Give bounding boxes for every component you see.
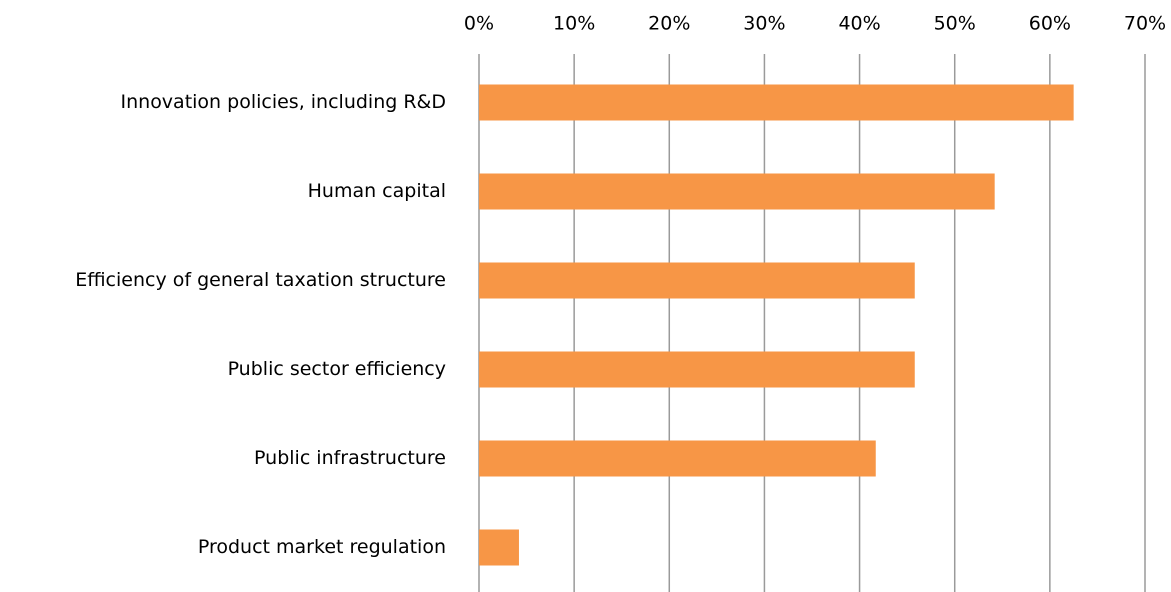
y-tick-label: Innovation policies, including R&D — [121, 91, 447, 113]
y-tick-label: Efficiency of general taxation structure — [75, 269, 446, 291]
bar — [479, 173, 995, 210]
x-tick-label: 0% — [464, 13, 494, 35]
x-tick-label: 60% — [1029, 13, 1071, 35]
x-tick-label: 40% — [838, 13, 880, 35]
x-tick-label: 30% — [743, 13, 785, 35]
x-tick-label: 10% — [553, 13, 595, 35]
y-tick-label: Human capital — [308, 180, 446, 202]
bar — [479, 262, 915, 299]
bar — [479, 84, 1074, 121]
y-tick-label: Product market regulation — [198, 536, 446, 558]
bar — [479, 529, 519, 566]
x-tick-label: 50% — [934, 13, 976, 35]
x-tick-label: 70% — [1124, 13, 1166, 35]
y-tick-label: Public infrastructure — [254, 447, 446, 469]
bar — [479, 440, 876, 477]
bar — [479, 351, 915, 388]
y-tick-label: Public sector efficiency — [228, 358, 446, 380]
x-tick-label: 20% — [648, 13, 690, 35]
